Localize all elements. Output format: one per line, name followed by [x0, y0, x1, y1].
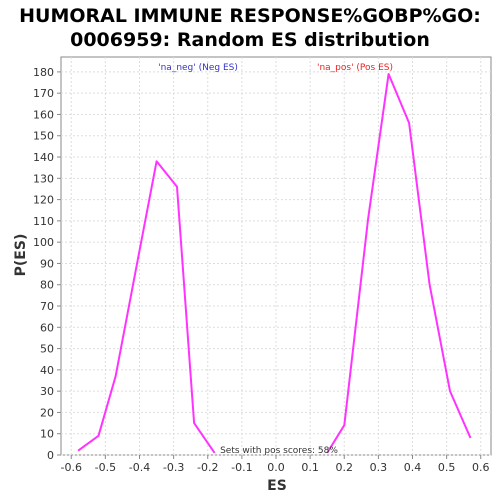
y-tick-label: 0 [47, 449, 54, 462]
plot-area [60, 56, 492, 456]
y-tick-label: 130 [33, 172, 54, 185]
x-tick-label: 0.4 [404, 461, 422, 474]
x-tick-label: 0.6 [472, 461, 490, 474]
x-tick-label: 0.2 [336, 461, 354, 474]
y-tick-label: 180 [33, 66, 54, 79]
x-tick-label: 0.5 [438, 461, 456, 474]
y-tick-label: 20 [40, 406, 54, 419]
y-tick-label: 100 [33, 236, 54, 249]
y-axis-label: P(ES) [13, 234, 29, 277]
y-tick-label: 110 [33, 215, 54, 228]
legend-neg-es: 'na_neg' (Neg ES) [158, 63, 238, 73]
series-line-pos [326, 73, 472, 454]
x-tick-label: 0.0 [267, 461, 285, 474]
y-tick-label: 40 [40, 364, 54, 377]
x-tick-label: 0.3 [370, 461, 388, 474]
series-line-neg [77, 160, 216, 454]
x-tick-label: -0.6 [61, 461, 82, 474]
y-tick-label: 150 [33, 130, 54, 143]
x-tick-label: -0.5 [95, 461, 116, 474]
y-tick-label: 140 [33, 151, 54, 164]
chart-title-line-1: HUMORAL IMMUNE RESPONSE%GOBP%GO: [19, 5, 481, 27]
y-tick-label: 120 [33, 194, 54, 207]
y-tick-label: 80 [40, 279, 54, 292]
x-tick-label: -0.4 [129, 461, 150, 474]
y-axis-ticks: 0 10 20 30 40 50 60 70 80 90 100 110 120 130 140 150 160… [33, 66, 61, 462]
y-tick-label: 60 [40, 321, 54, 334]
series-lines [77, 73, 472, 454]
y-tick-label: 30 [40, 385, 54, 398]
x-axis-ticks: -0.6 -0.5 -0.4 -0.3 -0.2 -0.1 0.0 0.1 0.2 0.3 0.4 0… [61, 455, 490, 474]
x-tick-label: -0.1 [231, 461, 252, 474]
chart-title-line-2: 0006959: Random ES distribution [70, 29, 430, 51]
x-tick-label: 0.1 [301, 461, 319, 474]
y-tick-label: 50 [40, 343, 54, 356]
y-tick-label: 70 [40, 300, 54, 313]
x-tick-label: -0.2 [197, 461, 218, 474]
legend-pos-es: 'na_pos' (Pos ES) [317, 63, 393, 73]
y-tick-label: 90 [40, 257, 54, 270]
x-axis-label: ES [267, 478, 287, 494]
y-tick-label: 170 [33, 87, 54, 100]
y-tick-label: 10 [40, 428, 54, 441]
pos-scores-annotation: Sets with pos scores: 58% [220, 446, 338, 456]
x-tick-label: -0.3 [163, 461, 184, 474]
y-tick-label: 160 [33, 108, 54, 121]
